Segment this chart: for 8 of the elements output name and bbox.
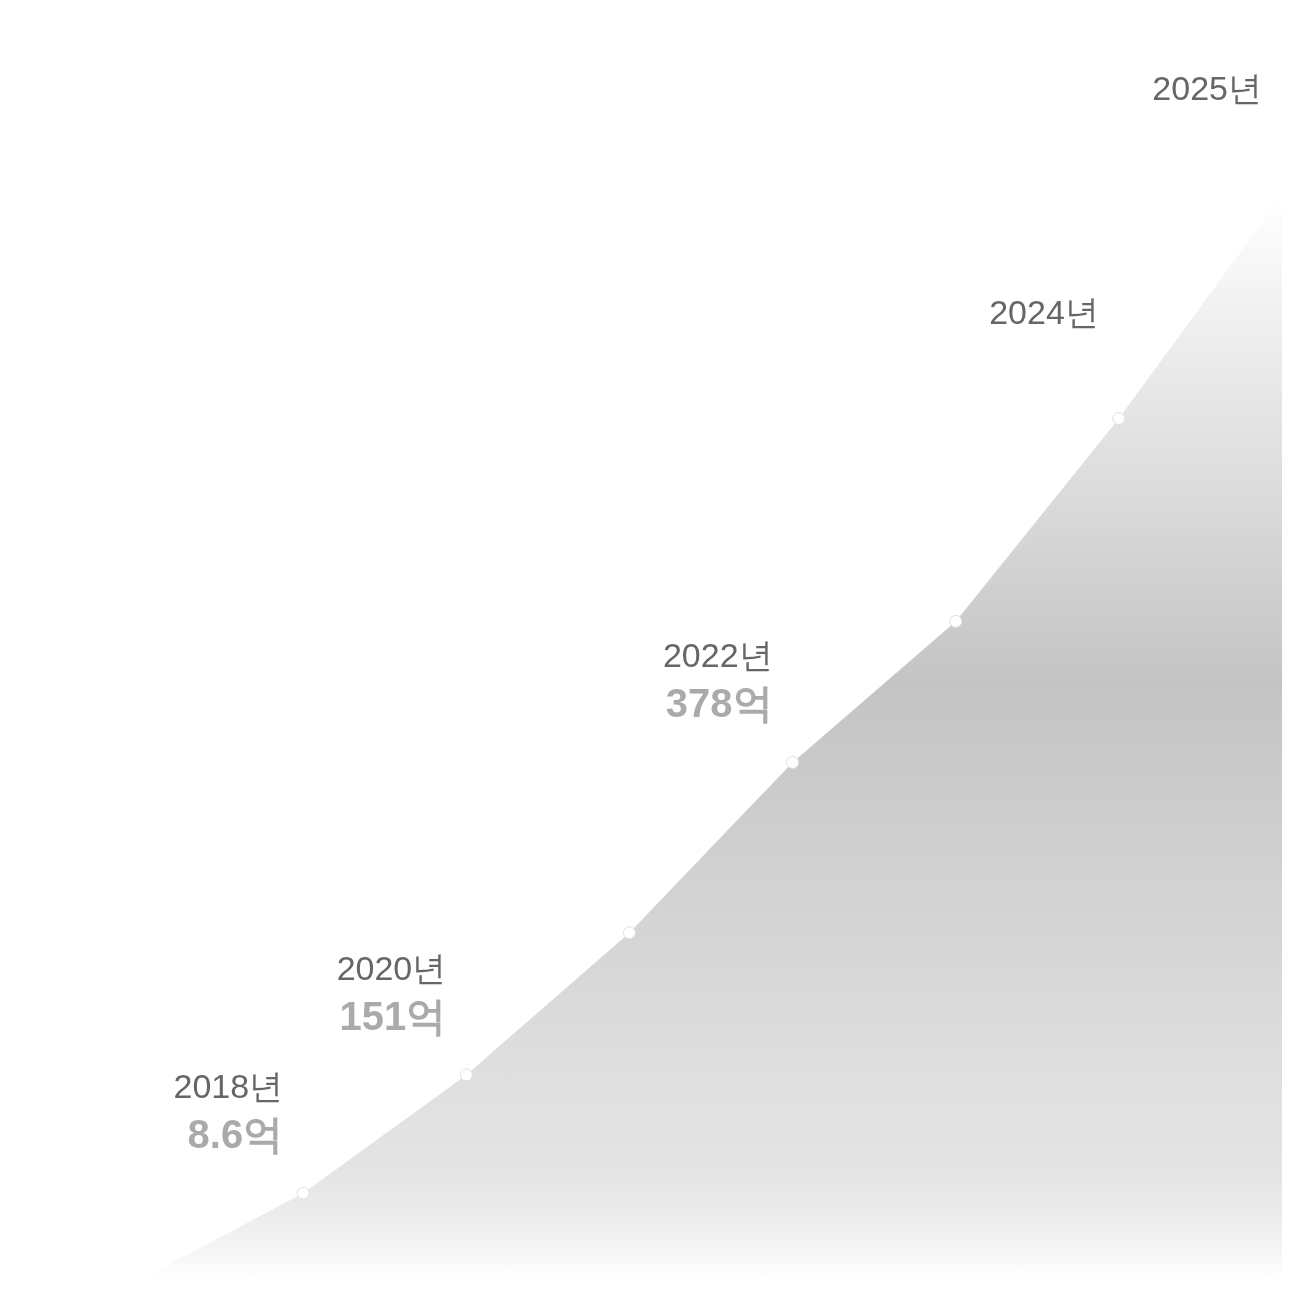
category-label: 2018년 (173, 1067, 284, 1106)
category-label: 2024년 (989, 292, 1099, 331)
value-label: 8.6억 (187, 1112, 284, 1157)
category-label: 2025년 (1152, 69, 1262, 107)
value-label: 151억 (339, 993, 447, 1038)
value-label: 378억 (665, 681, 773, 726)
category-label: 2020년 (336, 948, 447, 987)
category-label: 2022년 (662, 636, 773, 675)
